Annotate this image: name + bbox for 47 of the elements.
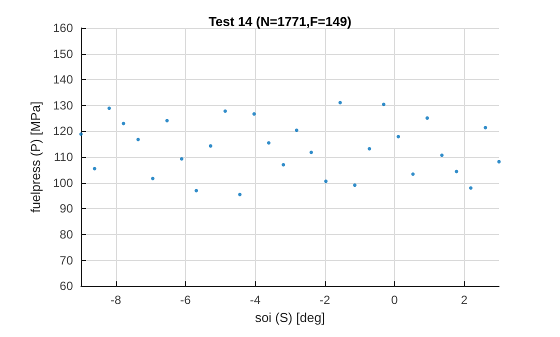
x-tick-label: 2 xyxy=(460,293,468,308)
point xyxy=(484,126,488,130)
point xyxy=(440,153,444,157)
point xyxy=(194,188,198,192)
x-tick-label: -4 xyxy=(250,293,261,308)
x-tick-label: -2 xyxy=(319,293,330,308)
x-axis-title: soi (S) [deg] xyxy=(254,310,326,325)
point xyxy=(382,102,386,106)
point xyxy=(282,163,286,167)
point xyxy=(353,183,357,187)
point xyxy=(252,112,256,116)
y-tick-label: 140 xyxy=(52,72,74,87)
y-tick-label: 100 xyxy=(52,176,74,190)
y-tick-label: 70 xyxy=(60,253,74,268)
y-tick-label: 160 xyxy=(52,21,74,35)
point xyxy=(338,100,342,104)
point xyxy=(368,147,372,151)
point xyxy=(107,106,111,110)
point xyxy=(92,166,96,170)
point xyxy=(425,116,429,120)
y-tick-label: 110 xyxy=(54,150,74,164)
x-tick-label: -8 xyxy=(110,293,122,308)
point xyxy=(238,192,242,196)
y-axis-title: fuelpress (P) [MPa] xyxy=(28,101,44,213)
y-tick-label: 60 xyxy=(60,279,74,294)
x-tick-label: -6 xyxy=(180,293,192,308)
point xyxy=(151,176,155,180)
point xyxy=(136,138,140,142)
y-tick-label: 130 xyxy=(52,98,74,112)
point xyxy=(294,128,298,132)
point xyxy=(469,186,473,190)
y-tick-label: 150 xyxy=(52,46,74,61)
point xyxy=(411,172,415,176)
point xyxy=(497,160,501,164)
y-tick-label: 90 xyxy=(60,202,74,216)
point xyxy=(324,180,328,184)
point xyxy=(267,141,270,145)
chart-title: Test 14 (N=1771,F=149) xyxy=(208,14,352,29)
y-tick-label: 80 xyxy=(60,227,74,242)
point xyxy=(396,134,400,138)
point xyxy=(208,144,212,148)
point xyxy=(180,157,184,161)
point xyxy=(223,109,227,113)
point xyxy=(165,118,169,122)
x-tick-label: 0 xyxy=(391,293,398,308)
y-tick-label: 120 xyxy=(52,124,74,138)
point xyxy=(310,150,313,154)
